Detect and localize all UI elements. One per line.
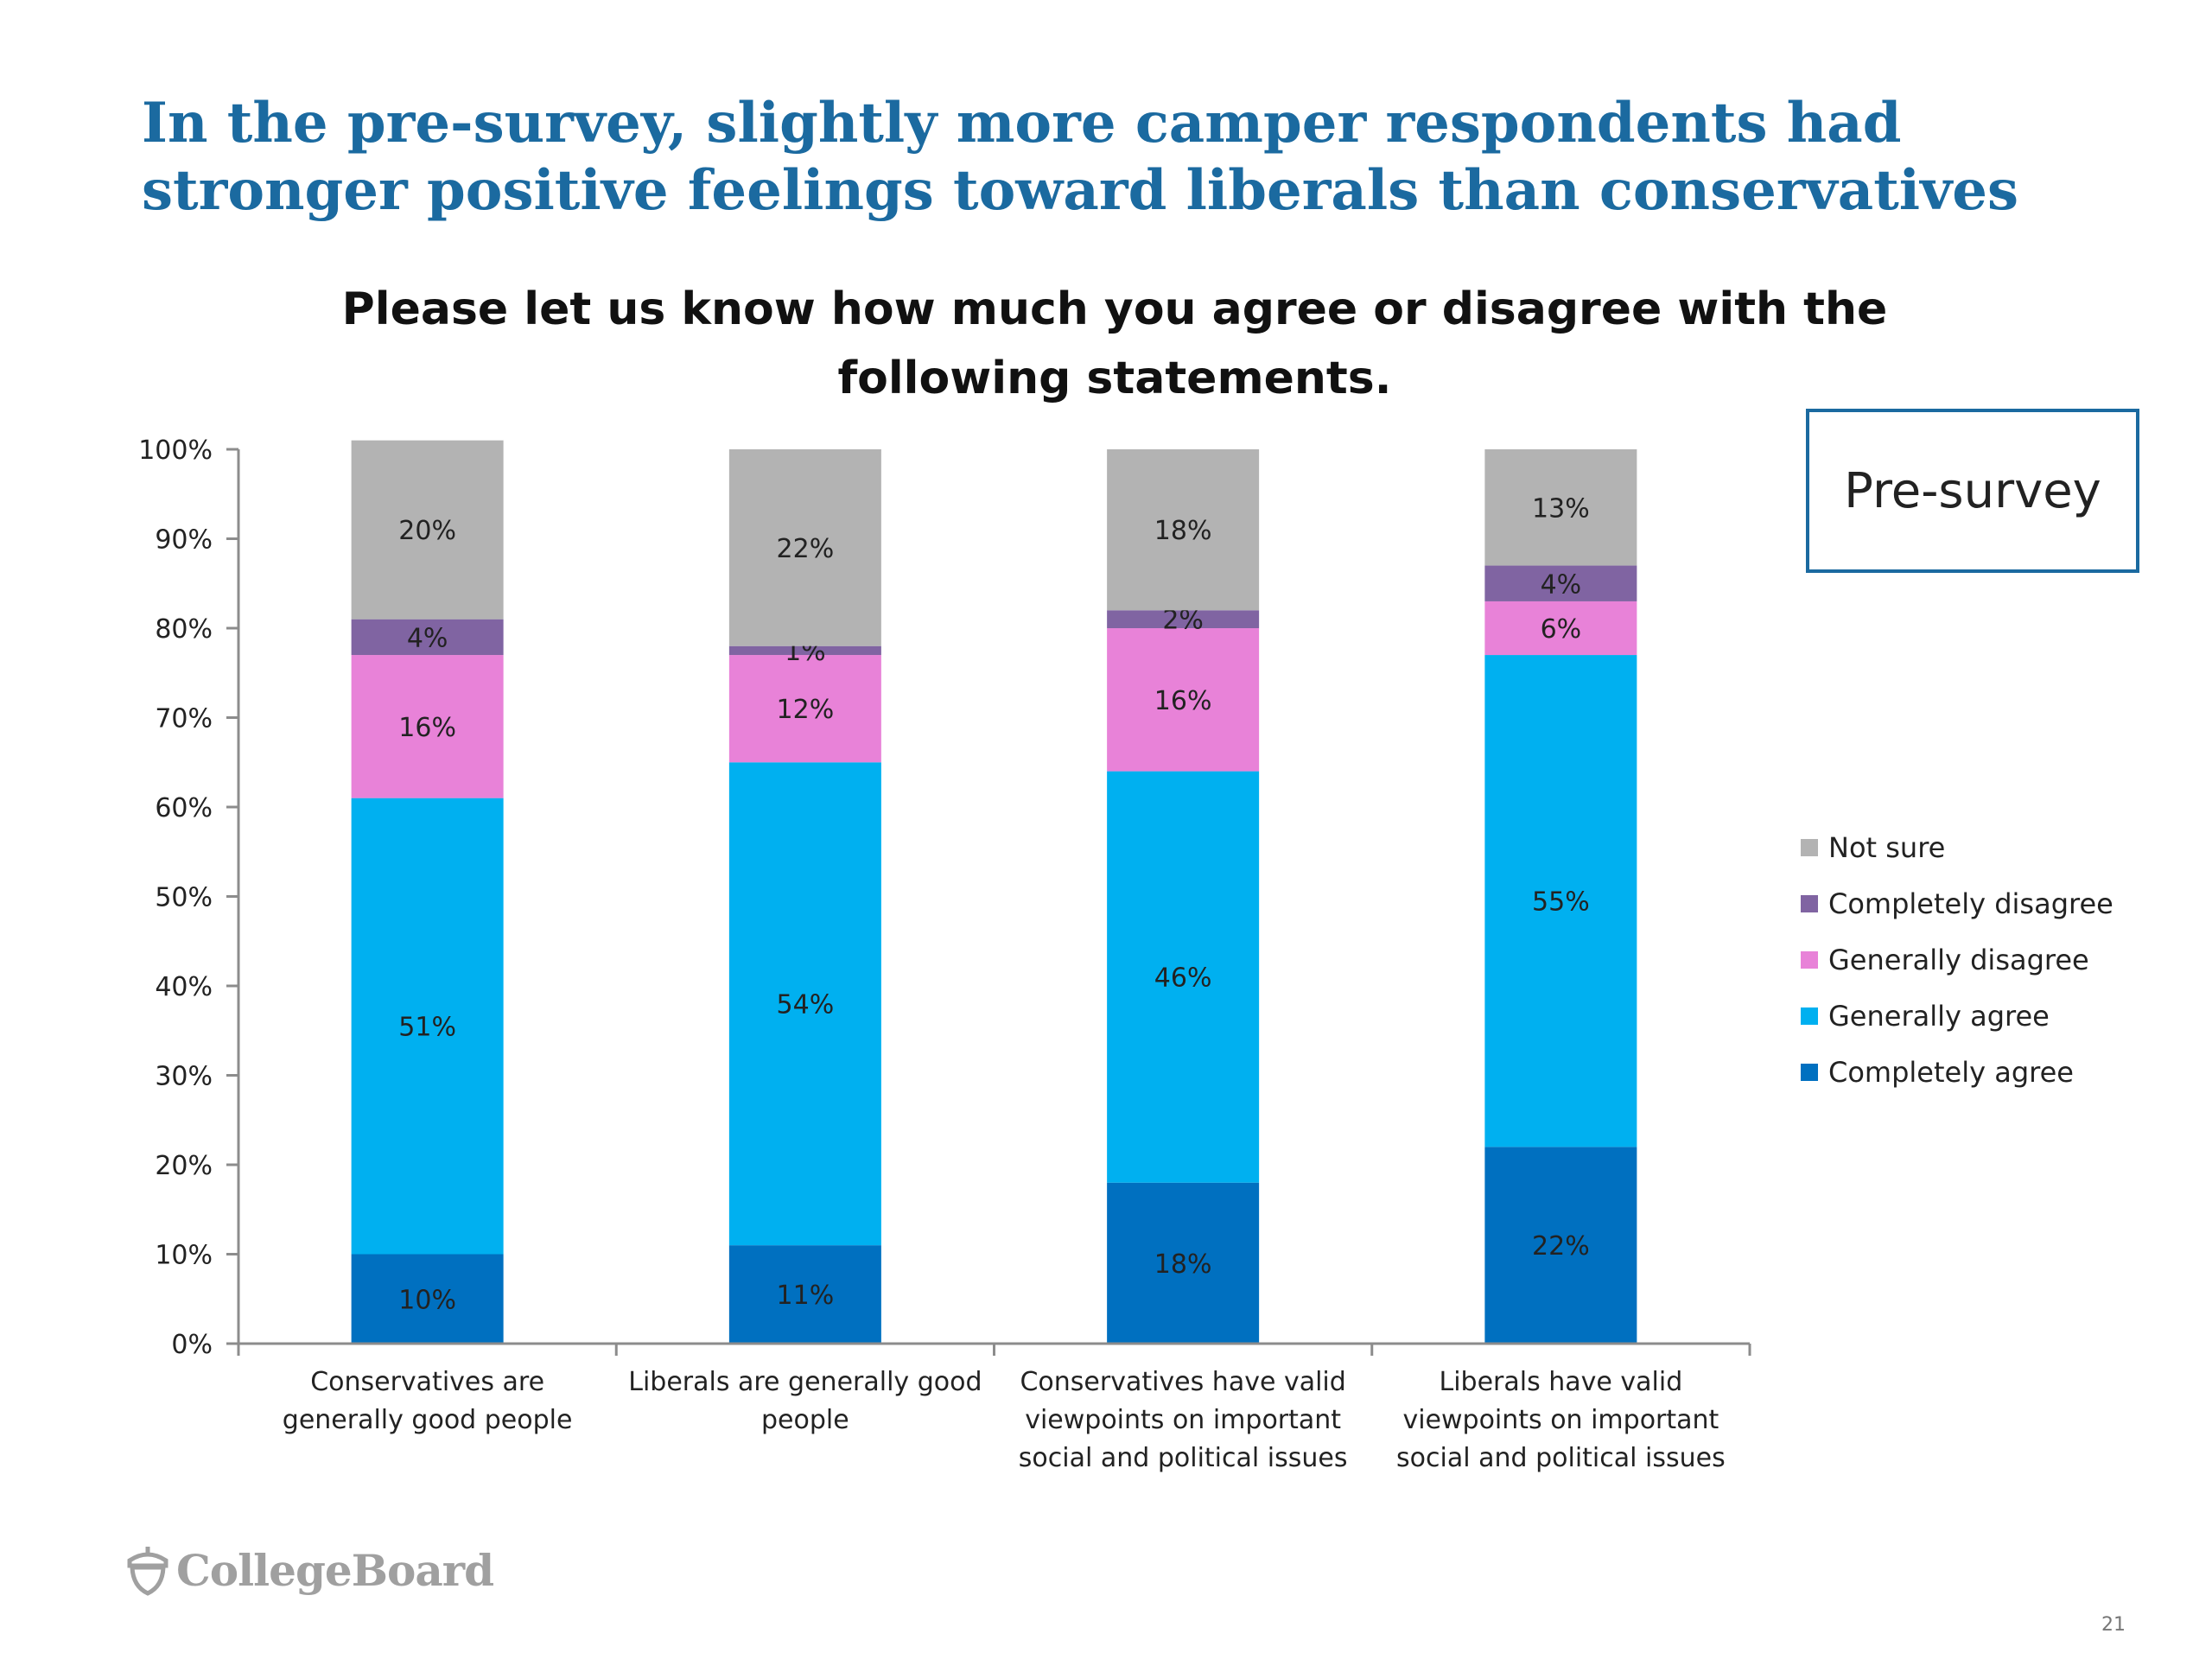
legend-swatch xyxy=(1801,894,1818,912)
bar-not-sure xyxy=(1484,449,1637,566)
legend-item: Generally agree xyxy=(1801,988,2113,1044)
x-category-label: Liberals have valid viewpoints on importa… xyxy=(1396,1367,1726,1473)
bar-completely-disagree xyxy=(351,619,504,656)
data-label: 20% xyxy=(398,516,456,546)
y-tick-label: 90% xyxy=(155,525,213,556)
data-label: 4% xyxy=(407,623,448,653)
bar-completely-disagree xyxy=(1107,610,1260,628)
legend-swatch xyxy=(1801,1007,1818,1025)
legend-swatch xyxy=(1801,1063,1818,1081)
y-tick-label: 10% xyxy=(155,1241,213,1271)
data-label: 11% xyxy=(777,1281,835,1311)
bar-generally-disagree xyxy=(351,655,504,798)
data-label: 16% xyxy=(398,713,456,743)
legend-item: Generally disagree xyxy=(1801,931,2113,988)
data-label: 51% xyxy=(398,1013,456,1043)
data-label: 22% xyxy=(1532,1231,1590,1262)
data-label: 55% xyxy=(1532,887,1590,918)
chart-legend: Not sure Completely disagree Generally dis… xyxy=(1801,819,2113,1100)
data-label: 13% xyxy=(1532,493,1590,524)
logo-text: CollegeBoard xyxy=(176,1544,494,1596)
bar-completely-agree xyxy=(351,1254,504,1344)
data-label: 22% xyxy=(777,534,835,564)
y-tick-label: 30% xyxy=(155,1062,213,1092)
survey-label-box: Pre-survey xyxy=(1806,409,2139,573)
legend-item: Completely agree xyxy=(1801,1044,2113,1100)
y-tick-label: 70% xyxy=(155,704,213,734)
data-label: 2% xyxy=(1162,606,1204,636)
bar-not-sure xyxy=(728,449,881,646)
page-number: 21 xyxy=(2101,1614,2126,1636)
y-tick-label: 60% xyxy=(155,793,213,823)
bar-generally-agree xyxy=(351,798,504,1255)
slide-title: In the pre-survey, slightly more camper … xyxy=(142,91,2018,223)
y-tick-label: 40% xyxy=(155,972,213,1002)
bar-generally-agree xyxy=(1107,771,1260,1183)
data-label: 54% xyxy=(777,990,835,1020)
bar-not-sure xyxy=(1107,449,1260,611)
y-tick-label: 50% xyxy=(155,883,213,913)
bar-completely-agree xyxy=(1484,1147,1637,1344)
data-label: 16% xyxy=(1154,686,1212,716)
chart-title: Please let us know how much you agree or… xyxy=(341,283,1888,404)
bar-generally-disagree xyxy=(728,655,881,763)
bar-generally-disagree xyxy=(1107,628,1260,772)
college-board-logo: CollegeBoard xyxy=(124,1543,494,1597)
bar-completely-disagree xyxy=(1484,565,1637,601)
bar-generally-disagree xyxy=(1484,601,1637,656)
data-label: 4% xyxy=(1541,569,1582,600)
data-label: 46% xyxy=(1154,963,1212,994)
data-label: 12% xyxy=(777,695,835,725)
acorn-icon xyxy=(127,1547,168,1596)
legend-item: Not sure xyxy=(1801,819,2113,875)
legend-item: Completely disagree xyxy=(1801,875,2113,931)
x-category-label: Conservatives have valid viewpoints on im… xyxy=(1019,1367,1348,1473)
y-tick-label: 100% xyxy=(138,435,213,466)
data-label: 10% xyxy=(398,1285,456,1315)
bar-completely-agree xyxy=(728,1245,881,1344)
data-label: 18% xyxy=(1154,516,1212,546)
y-tick-label: 20% xyxy=(155,1151,213,1181)
bar-not-sure xyxy=(351,440,504,620)
bar-completely-agree xyxy=(1107,1182,1260,1344)
legend-label: Generally agree xyxy=(1828,999,2050,1033)
y-tick-label: 80% xyxy=(155,614,213,645)
x-category-label: Liberals are generally good people xyxy=(628,1367,982,1435)
data-label: 6% xyxy=(1541,614,1582,645)
bar-generally-agree xyxy=(728,762,881,1246)
legend-label: Completely agree xyxy=(1828,1055,2074,1089)
legend-label: Not sure xyxy=(1828,830,1946,864)
legend-swatch xyxy=(1801,838,1818,856)
y-tick-label: 0% xyxy=(171,1330,213,1360)
legend-label: Generally disagree xyxy=(1828,943,2089,976)
bar-generally-agree xyxy=(1484,655,1637,1147)
legend-label: Completely disagree xyxy=(1828,887,2113,920)
data-label: 18% xyxy=(1154,1249,1212,1280)
bar-completely-disagree xyxy=(728,645,881,656)
x-category-label: Conservatives are generally good people xyxy=(283,1367,573,1435)
legend-swatch xyxy=(1801,950,1818,969)
